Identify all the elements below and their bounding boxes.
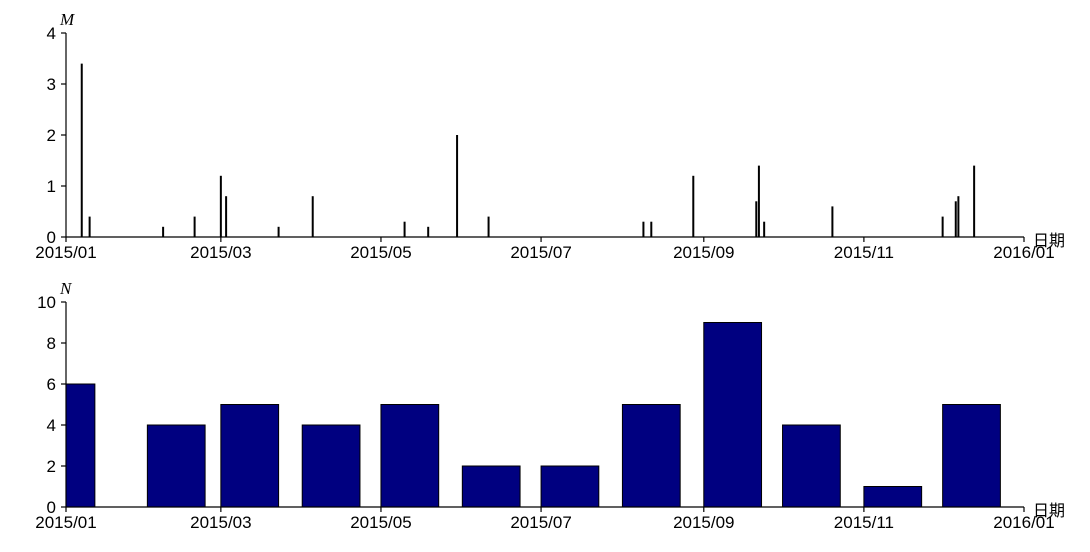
y-tick-label: 2 [47, 126, 56, 145]
y-axis-title: N [59, 279, 73, 298]
data-bar [782, 424, 841, 508]
monthly-count-bar-chart: 0 2 4 6 8 10 2015/01 2015/03 2015/05 2015/07 2015/… [35, 279, 1065, 532]
x-tick-label: 2015/01 [35, 243, 96, 262]
data-bar [540, 465, 600, 508]
y-tick-label: 1 [47, 177, 56, 196]
data-bar [703, 322, 763, 508]
x-tick-label: 2015/05 [350, 513, 411, 532]
x-tick-label: 2015/09 [673, 513, 734, 532]
y-tick-label: 3 [47, 75, 56, 94]
y-tick-label: 10 [37, 293, 56, 312]
x-tick-label: 2015/11 [834, 243, 894, 262]
data-bar [380, 404, 440, 508]
data-bar [942, 404, 1001, 508]
y-tick-label: 0 [47, 228, 56, 247]
data-bar [65, 383, 96, 508]
magnitude-stem-chart: 0 1 2 3 4 2015/01 2015/03 2015/05 2015/07 2015/09… [35, 10, 1065, 262]
x-tick-label: 2016/01 [993, 243, 1054, 262]
x-tick-label: 2015/11 [834, 513, 894, 532]
x-tick-label: 2016/01 [993, 513, 1054, 532]
data-bar [301, 424, 361, 508]
x-axis-title: 日期 [1033, 501, 1065, 520]
x-tick-label: 2015/09 [673, 243, 734, 262]
y-tick-label: 6 [47, 375, 56, 394]
data-bar [461, 465, 521, 508]
y-tick-label: 4 [47, 24, 56, 43]
y-tick-label: 2 [47, 457, 56, 476]
y-tick-label: 4 [47, 416, 56, 435]
x-tick-label: 2015/07 [510, 513, 571, 532]
data-bar [621, 404, 681, 508]
x-tick-label: 2015/07 [510, 243, 571, 262]
x-axis-title: 日期 [1033, 231, 1065, 250]
y-tick-label: 0 [47, 498, 56, 517]
data-bar [220, 404, 280, 508]
x-tick-label: 2015/03 [190, 513, 251, 532]
x-tick-label: 2015/03 [190, 243, 251, 262]
x-tick-label: 2015/01 [35, 513, 96, 532]
data-bar [146, 424, 206, 508]
data-bar [863, 486, 923, 508]
x-tick-label: 2015/05 [350, 243, 411, 262]
y-tick-label: 8 [47, 334, 56, 353]
y-axis-title: M [59, 10, 75, 29]
